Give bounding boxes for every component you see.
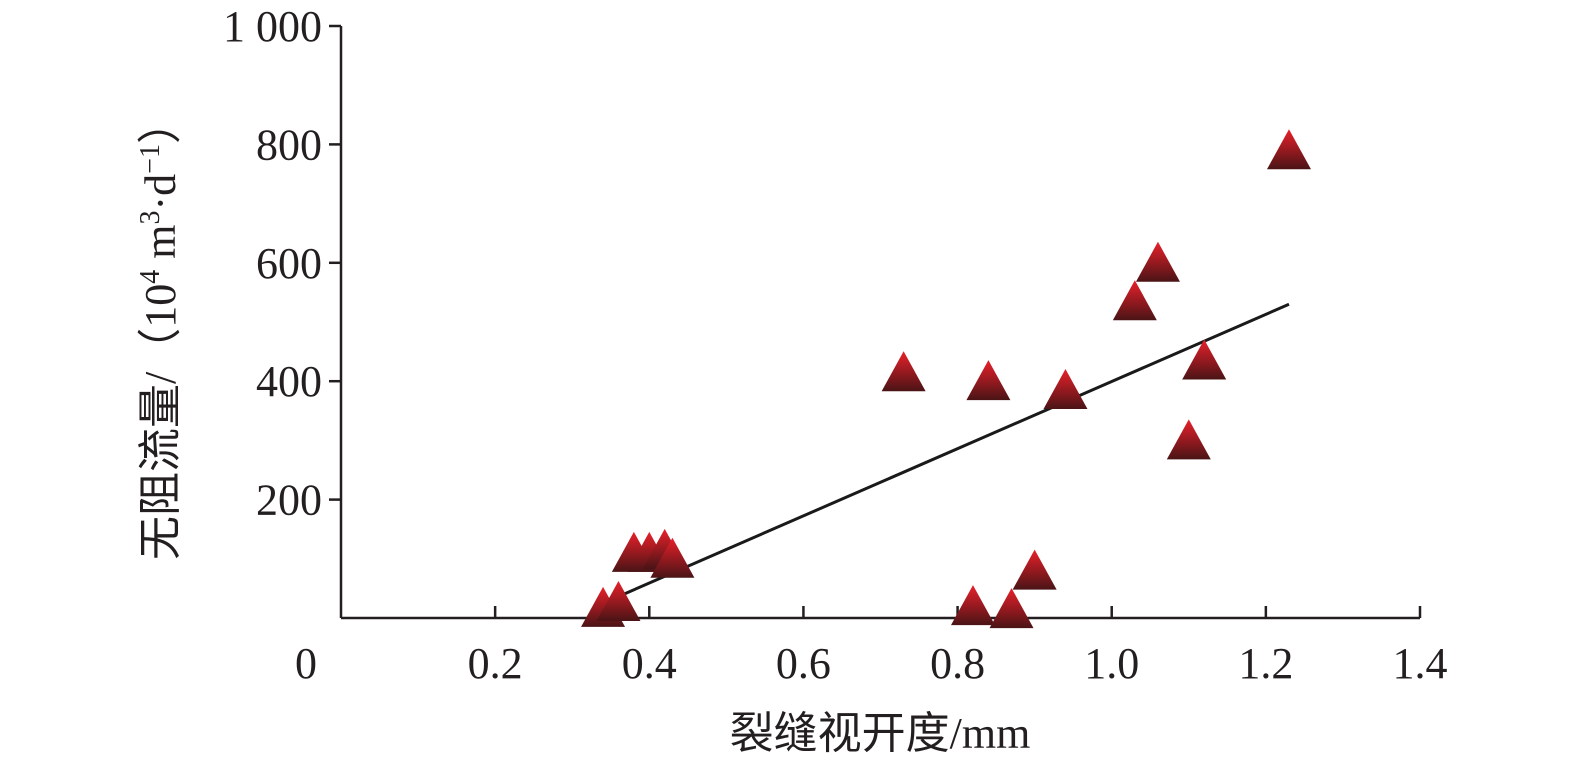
data-point-triangle bbox=[966, 360, 1011, 401]
x-tick-label: 1.4 bbox=[1393, 639, 1448, 688]
data-points bbox=[581, 129, 1311, 629]
y-axis-title-sup-2: 3 bbox=[135, 210, 166, 224]
data-point-triangle bbox=[989, 588, 1034, 629]
x-axis-ticks: 0 0.2 0.4 0.6 0.8 1.0 1.2 1.4 bbox=[295, 606, 1448, 688]
x-tick-label: 1.0 bbox=[1084, 639, 1139, 688]
data-point-triangle bbox=[881, 351, 926, 392]
data-point-triangle bbox=[1266, 129, 1311, 170]
data-point-triangle bbox=[650, 537, 695, 578]
data-point-triangle bbox=[1043, 369, 1088, 410]
y-axis-title-unit-m: m bbox=[136, 224, 185, 269]
y-axis-title-sup-1: 4 bbox=[135, 270, 166, 284]
y-axis-title: 无阻流量/（104 m3·d−1） bbox=[135, 100, 185, 560]
data-point-triangle bbox=[596, 580, 641, 621]
y-axis-title-suffix: ） bbox=[136, 100, 185, 144]
y-axis-title-prefix: 无阻流量/（10 bbox=[136, 284, 185, 560]
y-tick-label: 800 bbox=[256, 120, 322, 169]
x-tick-label: 0.8 bbox=[930, 639, 985, 688]
x-tick-label: 0 bbox=[295, 639, 317, 688]
y-tick-label: 400 bbox=[256, 357, 322, 406]
trendline bbox=[602, 302, 1290, 605]
y-axis-ticks: 200 400 600 800 1 000 bbox=[223, 2, 341, 525]
data-point-triangle bbox=[1135, 241, 1180, 282]
y-tick-label: 200 bbox=[256, 476, 322, 525]
data-point-triangle bbox=[950, 585, 995, 626]
y-tick-label: 600 bbox=[256, 239, 322, 288]
x-tick-label: 0.6 bbox=[776, 639, 831, 688]
y-axis-title-sup-3: −1 bbox=[135, 144, 166, 174]
axes bbox=[339, 26, 1420, 620]
x-tick-label: 1.2 bbox=[1238, 639, 1293, 688]
y-axis-title-unit-d: ·d bbox=[136, 174, 185, 211]
data-point-triangle bbox=[1112, 280, 1157, 321]
trendline-group bbox=[602, 302, 1290, 605]
x-tick-label: 0.4 bbox=[622, 639, 677, 688]
data-point-triangle bbox=[1012, 549, 1057, 590]
x-tick-label: 0.2 bbox=[468, 639, 523, 688]
x-axis-title: 裂缝视开度/mm bbox=[730, 709, 1031, 758]
data-point-triangle bbox=[1166, 419, 1211, 460]
y-tick-label: 1 000 bbox=[223, 2, 322, 51]
data-point-triangle bbox=[1182, 339, 1227, 380]
